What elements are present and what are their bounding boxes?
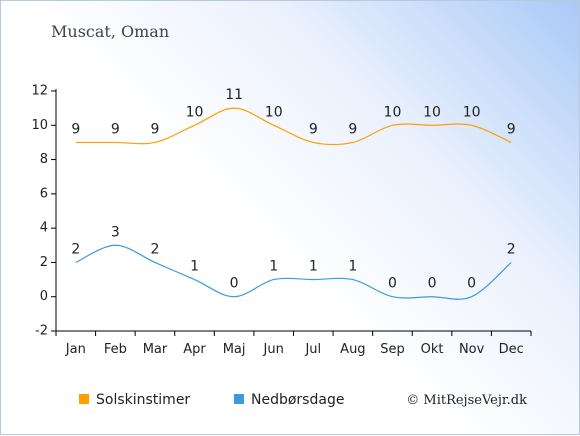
- data-label-rain-days: 2: [71, 241, 80, 257]
- x-tick-label: Apr: [183, 342, 206, 357]
- y-tick-label: 8: [40, 152, 48, 167]
- data-label-sunshine: 11: [225, 87, 243, 103]
- y-tick-label: 4: [40, 221, 48, 236]
- data-label-sunshine: 9: [348, 121, 357, 137]
- legend-swatch-sunshine: [79, 394, 89, 404]
- data-label-sunshine: 9: [111, 121, 120, 137]
- y-tick-label: 0: [40, 289, 48, 304]
- data-label-sunshine: 10: [463, 104, 481, 120]
- x-tick-label: Aug: [340, 342, 365, 357]
- x-tick-label: Jun: [263, 342, 284, 357]
- data-label-rain-days: 0: [230, 276, 239, 292]
- data-label-rain-days: 0: [428, 276, 437, 292]
- data-label-rain-days: 0: [467, 276, 476, 292]
- data-label-rain-days: 2: [150, 241, 159, 257]
- x-tick-label: Dec: [499, 342, 524, 357]
- chart-title: Muscat, Oman: [51, 22, 169, 41]
- legend: Solskinstimer Nedbørsdage: [79, 392, 344, 408]
- series-line-sunshine: [75, 107, 512, 146]
- x-tick-label: Maj: [223, 342, 246, 357]
- data-label-rain-days: 1: [348, 259, 357, 275]
- data-label-rain-days: 1: [309, 259, 318, 275]
- data-label-sunshine: 9: [71, 121, 80, 137]
- data-label-rain-days: 3: [111, 224, 120, 240]
- x-tick-label: Okt: [421, 342, 444, 357]
- legend-label-rain-days: Nedbørsdage: [251, 392, 344, 408]
- x-tick-label: Feb: [104, 342, 127, 357]
- y-tick-label: 6: [40, 186, 48, 201]
- data-label-sunshine: 9: [150, 121, 159, 137]
- data-label-sunshine: 9: [309, 121, 318, 137]
- data-label-sunshine: 9: [507, 121, 516, 137]
- y-tick-label: 12: [31, 84, 48, 99]
- credit-text: © MitRejseVejr.dk: [406, 393, 527, 408]
- series-line-rain-days: [75, 244, 512, 300]
- data-label-rain-days: 1: [190, 259, 199, 275]
- x-tick-label: Jul: [304, 342, 321, 357]
- x-tick-label: Nov: [459, 342, 485, 357]
- series-layer: [75, 107, 512, 300]
- x-tick-label: Jan: [65, 342, 86, 357]
- data-label-rain-days: 1: [269, 259, 278, 275]
- data-label-sunshine: 10: [384, 104, 402, 120]
- y-tick-label: 2: [40, 255, 48, 270]
- x-tick-label: Sep: [380, 342, 405, 357]
- legend-label-sunshine: Solskinstimer: [96, 392, 190, 408]
- y-tick-label: 10: [31, 118, 48, 133]
- data-label-rain-days: 2: [507, 241, 516, 257]
- x-tick-label: Mar: [143, 342, 168, 357]
- data-label-sunshine: 10: [186, 104, 204, 120]
- legend-swatch-rain-days: [234, 394, 244, 404]
- data-label-rain-days: 0: [388, 276, 397, 292]
- data-label-sunshine: 10: [423, 104, 441, 120]
- data-label-sunshine: 10: [265, 104, 283, 120]
- y-tick-label: -2: [35, 324, 48, 339]
